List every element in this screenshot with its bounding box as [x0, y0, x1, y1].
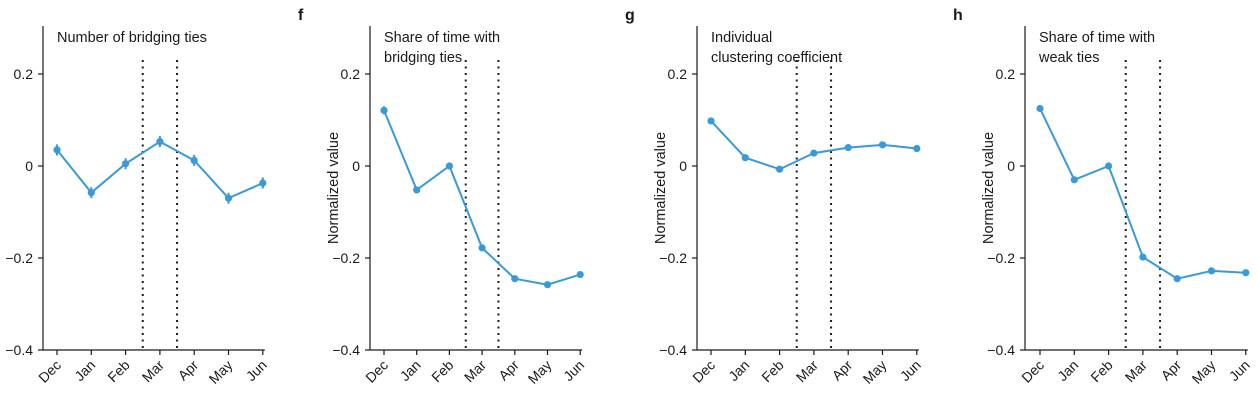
data-point	[543, 281, 552, 289]
chart-title-line: Individual	[711, 30, 772, 46]
data-point	[478, 244, 486, 252]
x-tick-label: May	[206, 357, 236, 387]
data-point	[259, 179, 267, 187]
y-tick-label: 0	[352, 158, 360, 174]
y-tick-label: 0	[679, 158, 687, 174]
y-tick-label: 0.2	[668, 66, 688, 82]
x-tick-label: Jan	[1054, 357, 1081, 384]
data-point	[380, 106, 388, 114]
x-tick-label: May	[860, 357, 890, 387]
y-tick-label: −0.4	[659, 342, 687, 358]
data-point	[844, 144, 852, 152]
x-tick-label: Dec	[35, 357, 64, 386]
data-point	[878, 141, 887, 149]
data-point	[53, 146, 61, 154]
x-tick-label: Apr	[495, 357, 522, 384]
x-tick-label: Apr	[1158, 357, 1185, 384]
y-tick-label: 0.2	[341, 66, 361, 82]
data-point	[810, 149, 818, 157]
x-tick-label: Dec	[689, 357, 718, 386]
x-tick-label: Dec	[1018, 357, 1047, 386]
y-tick-label: 0.2	[14, 66, 34, 82]
data-point	[1139, 253, 1147, 261]
panel-letter: f	[298, 7, 304, 24]
x-tick-label: Feb	[758, 357, 787, 386]
series-line	[56, 140, 264, 200]
chart-title-line: Share of time with	[384, 30, 500, 46]
data-point	[122, 160, 130, 168]
x-tick-label: Jun	[560, 357, 587, 384]
y-tick-label: −0.2	[987, 250, 1015, 266]
x-tick-label: Apr	[829, 357, 856, 384]
data-point	[776, 165, 784, 173]
chart-title-line: Number of bridging ties	[57, 30, 207, 46]
data-point	[156, 138, 164, 146]
data-point	[1173, 275, 1181, 283]
data-point	[741, 154, 749, 162]
y-tick-label: −0.2	[5, 250, 33, 266]
data-point	[190, 156, 198, 165]
y-tick-label: 0.2	[996, 66, 1016, 82]
chart-title-line: Share of time with	[1039, 30, 1155, 46]
data-point	[87, 189, 95, 197]
y-tick-label: −0.2	[659, 250, 687, 266]
chart-title-line: bridging ties	[384, 50, 462, 66]
y-tick-label: −0.4	[332, 342, 360, 358]
chart-title-line: weak ties	[1038, 50, 1099, 66]
chart-title: Share of time with weak ties	[1038, 30, 1155, 66]
data-point	[224, 194, 233, 202]
data-point	[576, 270, 584, 279]
x-tick-label: Jun	[243, 357, 270, 384]
x-tick-label: Mar	[793, 357, 822, 386]
series-line	[383, 109, 581, 286]
x-tick-label: Jan	[71, 357, 98, 384]
data-point	[1207, 267, 1216, 275]
chart-panel-2: f Share of time with bridging ties Normaliz…	[298, 7, 587, 387]
x-tick-label: Mar	[1122, 357, 1151, 386]
chart-panel-3: g Individual clustering coefficient Normali…	[625, 7, 924, 387]
y-axis-label: Normalized value	[326, 132, 342, 244]
panel-letter: h	[953, 7, 963, 24]
y-tick-label: 0	[1007, 158, 1015, 174]
x-tick-label: Feb	[104, 357, 133, 386]
x-tick-label: Jun	[1226, 357, 1253, 384]
data-point	[1036, 104, 1044, 113]
data-point	[511, 275, 519, 283]
panel-letter: g	[625, 7, 635, 24]
data-point	[1070, 176, 1078, 184]
data-point	[1242, 269, 1250, 277]
chart-title: Individual clustering coefficient	[711, 30, 842, 66]
chart-title-line: clustering coefficient	[711, 50, 842, 66]
x-tick-label: Mar	[461, 357, 490, 386]
x-tick-label: Dec	[362, 357, 391, 386]
data-point	[1105, 162, 1113, 170]
x-tick-label: Jan	[725, 357, 752, 384]
chart-panel-4: h Share of time with weak ties Normalized v…	[953, 7, 1253, 387]
x-tick-label: Feb	[428, 357, 457, 386]
y-axis-label: Normalized value	[981, 132, 997, 244]
x-tick-label: May	[1189, 357, 1219, 387]
series-line	[1039, 108, 1246, 280]
x-tick-label: May	[525, 357, 555, 387]
y-tick-label: 0	[25, 158, 33, 174]
x-tick-label: Jun	[897, 357, 924, 384]
y-axis-label: Normalized value	[653, 132, 669, 244]
data-point	[445, 162, 453, 170]
data-point	[413, 186, 421, 194]
x-tick-label: Apr	[175, 357, 202, 384]
chart-title: Share of time with bridging ties	[384, 30, 500, 66]
data-point	[707, 117, 715, 125]
x-tick-label: Mar	[139, 357, 168, 386]
data-point	[913, 144, 921, 153]
x-tick-label: Jan	[397, 357, 424, 384]
x-tick-label: Feb	[1087, 357, 1116, 386]
y-tick-label: −0.4	[987, 342, 1015, 358]
y-tick-label: −0.2	[332, 250, 360, 266]
chart-title: Number of bridging ties	[57, 30, 207, 46]
y-tick-label: −0.4	[5, 342, 33, 358]
